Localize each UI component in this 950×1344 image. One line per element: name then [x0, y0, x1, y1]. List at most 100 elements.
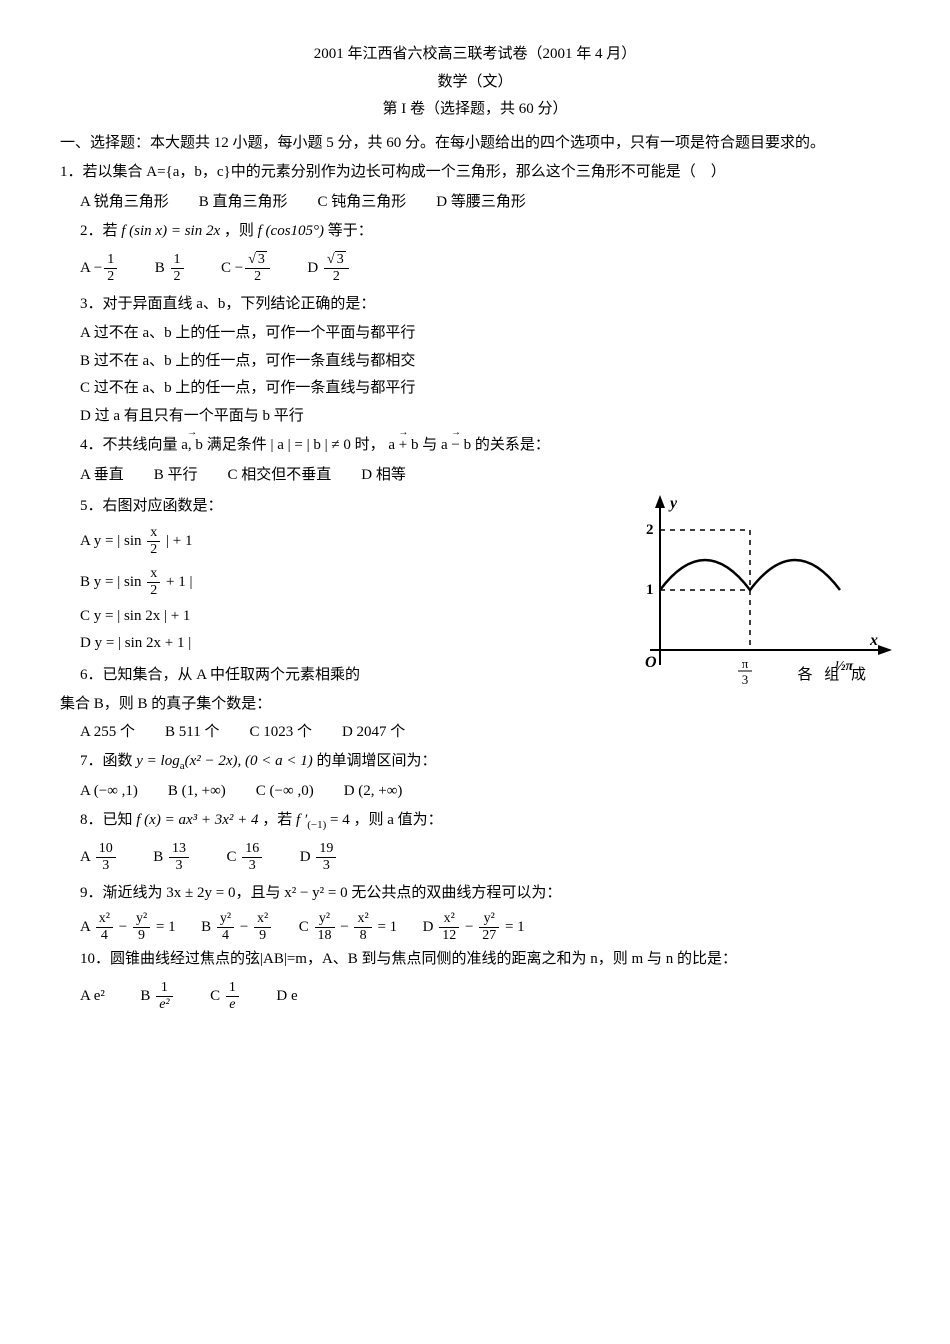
- q9-B-f1: y²4: [217, 912, 234, 943]
- title-line-3: 第 I 卷（选择题，共 60 分）: [40, 97, 910, 123]
- q2-options: A −12 B 12 C −√32 D √32: [80, 253, 910, 284]
- q1-options: A 锐角三角形 B 直角三角形 C 钝角三角形 D 等腰三角形: [80, 190, 910, 216]
- q8-fps: (−1): [307, 819, 326, 831]
- q4-vec-aplusb: a + b: [388, 433, 418, 459]
- q10-B-frac: 1e²: [156, 981, 172, 1012]
- q4-mid2: 时，: [355, 437, 385, 453]
- q7-options: A (−∞ ,1) B (1, +∞) C (−∞ ,0) D (2, +∞): [80, 779, 910, 805]
- q8-C-pre: C: [227, 848, 241, 864]
- question-4: 4．不共线向量 a, b 满足条件 | a | = | b | ≠ 0 时， a…: [40, 433, 910, 488]
- q4-pre: 4．不共线向量: [80, 437, 181, 453]
- tick-1: 1: [646, 582, 654, 598]
- question-9: 9．渐近线为 3x ± 2y = 0，且与 x² − y² = 0 无公共点的双…: [40, 881, 910, 944]
- y-label: y: [668, 495, 678, 512]
- q8-C-frac: 163: [242, 842, 262, 873]
- q9-D-post: = 1: [505, 919, 525, 935]
- q8-A-pre: A: [80, 848, 94, 864]
- q2-pre: 2．若: [80, 223, 121, 239]
- y-arrow-icon: [655, 495, 665, 508]
- q8-mid: ，若: [262, 812, 296, 828]
- q8-options: A 103 B 133 C 163 D 193: [80, 842, 910, 873]
- q5-B-post: + 1 |: [166, 573, 192, 589]
- q10-C-frac: 1e: [226, 981, 239, 1012]
- question-1: 1．若以集合 A={a，b，c}中的元素分别作为边长可构成一个三角形，那么这个三…: [40, 160, 910, 215]
- q10-A: A e²: [80, 987, 105, 1003]
- q3-B: B 过不在 a、b 上的任一点，可作一条直线与都相交: [80, 349, 910, 375]
- x-arrow-icon: [878, 645, 892, 655]
- q5-D: D y = | sin 2x + 1 |: [80, 631, 223, 657]
- q2-A-frac: 12: [104, 253, 117, 284]
- q2-C-neg: −: [235, 259, 243, 275]
- q9-D-pre: D: [423, 919, 438, 935]
- q3-A: A 过不在 a、b 上的任一点，可作一个平面与都平行: [80, 321, 910, 347]
- title-line-2: 数学（文）: [40, 70, 910, 96]
- q3-C: C 过不在 a、b 上的任一点，可作一条直线与都平行: [80, 376, 910, 402]
- q4-post: 的关系是：: [475, 437, 550, 453]
- q2-A-pre: A: [80, 259, 94, 275]
- q5-B-pre: B: [80, 573, 94, 589]
- q4-vec-aminusb: a − b: [441, 433, 471, 459]
- q10-text: 10．圆锥曲线经过焦点的弦|AB|=m，A、B 到与焦点同侧的准线的距离之和为 …: [80, 947, 910, 973]
- q10-B-pre: B: [140, 987, 154, 1003]
- question-2: 2．若 f (sin x) = sin 2x ，则 f (cos105°) 等于…: [40, 219, 910, 284]
- q7-post: 的单调增区间为：: [317, 753, 437, 769]
- q8-D-frac: 193: [316, 842, 336, 873]
- q9-A-f1: x²4: [96, 912, 113, 943]
- q5-graph: y 2 1 O x π 3 ½π: [620, 490, 900, 690]
- q5-C: C y = | sin 2x | + 1: [80, 604, 223, 630]
- q8-B-pre: B: [153, 848, 167, 864]
- question-10: 10．圆锥曲线经过焦点的弦|AB|=m，A、B 到与焦点同侧的准线的距离之和为 …: [40, 947, 910, 1012]
- q9-C-post: = 1: [377, 919, 397, 935]
- q5-A-post: | + 1: [166, 532, 192, 548]
- q9-D-f2: y²27: [479, 912, 499, 943]
- q6-line2: 集合 B，则 B 的真子集个数是：: [60, 692, 910, 718]
- q2-C-pre: C: [221, 259, 235, 275]
- q4-cond: | a | = | b | ≠ 0: [270, 437, 350, 453]
- q2-fB: f (cos105°): [258, 223, 324, 239]
- q2-B-pre: B: [155, 259, 169, 275]
- x-label: x: [869, 632, 878, 649]
- q9-text: 9．渐近线为 3x ± 2y = 0，且与 x² − y² = 0 无公共点的双…: [80, 881, 910, 907]
- q2-D-frac: √32: [324, 253, 349, 284]
- question-7: 7．函数 y = loga(x² − 2x), (0 < a < 1) 的单调增…: [40, 749, 910, 804]
- q5-A-pre: A: [80, 532, 94, 548]
- q4-mid1: 满足条件: [207, 437, 271, 453]
- q2-fA: f (sin x) = sin 2x: [121, 223, 220, 239]
- q9-C-f2: x²8: [354, 912, 371, 943]
- q2-mid: ，则: [224, 223, 258, 239]
- q8-fn: f (x) = ax³ + 3x² + 4: [136, 812, 258, 828]
- q6-right: 各 组 成: [797, 663, 870, 689]
- q2-D-pre: D: [307, 259, 322, 275]
- q9-C-pre: C: [299, 919, 313, 935]
- q5-text: 5．右图对应函数是：: [80, 494, 223, 520]
- question-5: 5．右图对应函数是： A y = | sin x2 | + 1 B y = | …: [40, 490, 910, 659]
- q8-pre: 8．已知: [80, 812, 136, 828]
- q2-B-frac: 12: [171, 253, 184, 284]
- q5-A-mid: y = | sin: [94, 532, 145, 548]
- section-intro: 一、选择题：本大题共 12 小题，每小题 5 分，共 60 分。在每小题给出的四…: [60, 131, 910, 157]
- q8-B-frac: 133: [169, 842, 189, 873]
- question-6: 6．已知集合，从 A 中任取两个元素相乘的 各 组 成 集合 B，则 B 的真子…: [40, 663, 910, 746]
- q9-options: A x²4 − y²9 = 1 B y²4 − x²9 C y²18 − x²8…: [80, 912, 910, 943]
- q5-A-frac: x2: [147, 526, 160, 557]
- q8-D-pre: D: [300, 848, 315, 864]
- q9-A-pre: A: [80, 919, 94, 935]
- q7-fn: y = log: [136, 753, 179, 769]
- q8-fpeq: = 4: [326, 812, 349, 828]
- q2-A-neg: −: [94, 259, 102, 275]
- q9-A-f2: y²9: [133, 912, 150, 943]
- q9-C-f1: y²18: [315, 912, 335, 943]
- q4-mid3: 与: [422, 437, 441, 453]
- q9-A-post: = 1: [156, 919, 176, 935]
- q6-left: 6．已知集合，从 A 中任取两个元素相乘的: [80, 663, 360, 689]
- q3-D: D 过 a 有且只有一个平面与 b 平行: [80, 404, 910, 430]
- question-3: 3．对于异面直线 a、b，下列结论正确的是： A 过不在 a、b 上的任一点，可…: [40, 292, 910, 430]
- q4-vec-ab: a, b: [181, 433, 203, 459]
- question-8: 8．已知 f (x) = ax³ + 3x² + 4 ，若 f ′(−1) = …: [40, 808, 910, 873]
- q5-B-mid: y = | sin: [94, 573, 145, 589]
- q6-options: A 255 个 B 511 个 C 1023 个 D 2047 个: [80, 720, 910, 746]
- q1-text: 1．若以集合 A={a，b，c}中的元素分别作为边长可构成一个三角形，那么这个三…: [60, 160, 910, 186]
- q2-post: 等于：: [328, 223, 373, 239]
- q2-C-frac: √32: [245, 253, 270, 284]
- q10-options: A e² B 1e² C 1e D e: [80, 981, 910, 1012]
